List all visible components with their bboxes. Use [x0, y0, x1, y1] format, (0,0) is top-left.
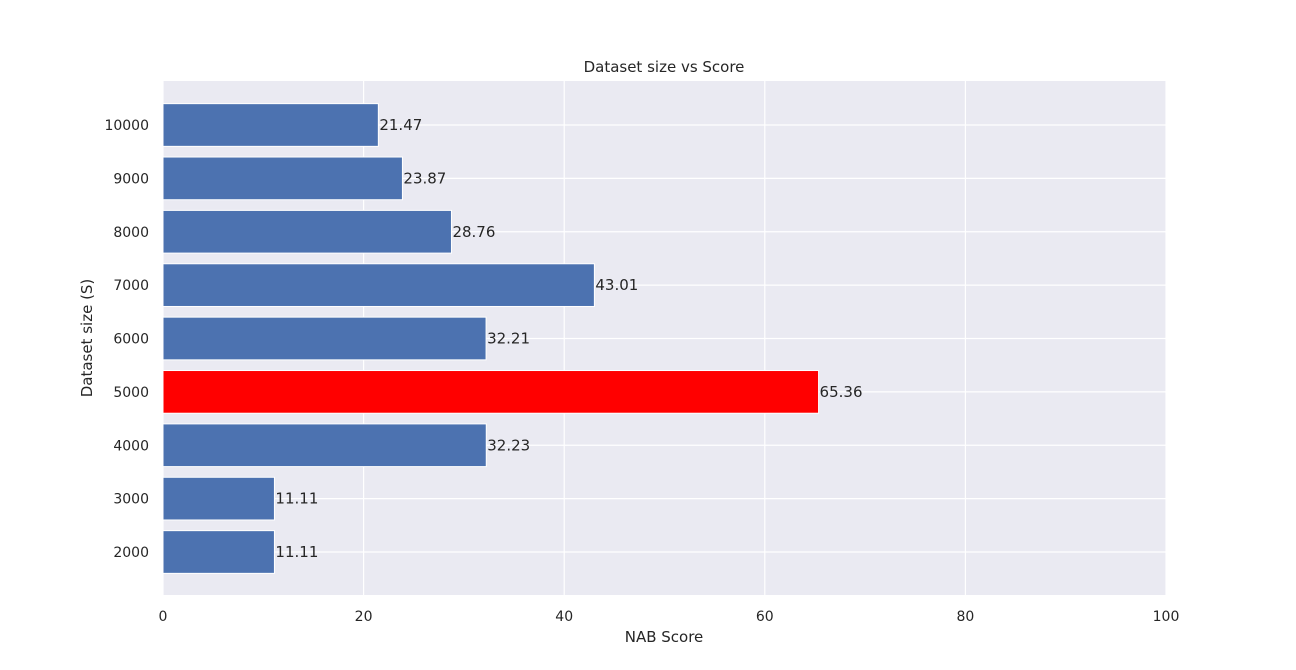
y-tick-label-5000: 5000: [113, 385, 149, 401]
x-axis-label: NAB Score: [625, 628, 704, 646]
data-label-2000: 11.11: [275, 543, 318, 561]
data-label-8000: 28.76: [452, 223, 495, 241]
y-axis-label: Dataset size (S): [78, 279, 96, 398]
bar-5000: [162, 370, 820, 414]
y-tick-label-4000: 4000: [113, 438, 149, 454]
data-label-10000: 21.47: [379, 116, 422, 134]
x-tick-labels: 0 20 40 60 80 100: [159, 609, 1180, 625]
x-tick-label: 60: [756, 609, 774, 625]
y-tick-label-6000: 6000: [113, 332, 149, 348]
bar-10000: [162, 103, 379, 147]
data-label-4000: 32.23: [487, 436, 530, 454]
y-tick-label-9000: 9000: [113, 171, 149, 187]
data-label-9000: 23.87: [403, 169, 446, 187]
bar-6000: [162, 316, 487, 361]
y-tick-label-7000: 7000: [113, 278, 149, 294]
data-label-7000: 43.01: [595, 276, 638, 294]
data-label-6000: 32.21: [487, 330, 530, 348]
y-tick-label-2000: 2000: [113, 545, 149, 561]
bars: [162, 103, 820, 574]
y-tick-label-10000: 10000: [104, 118, 149, 134]
y-tick-label-3000: 3000: [113, 492, 149, 508]
bar-3000: [162, 476, 275, 521]
x-tick-label: 0: [159, 609, 168, 625]
x-tick-label: 80: [956, 609, 974, 625]
data-labels: 11.11 11.11 32.23 65.36 32.21 43.01 28.76 23.87…: [275, 116, 862, 561]
y-tick-label-8000: 8000: [113, 225, 149, 241]
y-tick-labels: 2000 3000 4000 5000 6000 7000 8000 9000 10000: [104, 118, 149, 561]
data-label-3000: 11.11: [275, 490, 318, 508]
chart-title: Dataset size vs Score: [584, 58, 745, 76]
x-tick-label: 40: [555, 609, 573, 625]
bar-8000: [162, 209, 452, 254]
x-tick-label: 100: [1153, 609, 1180, 625]
bar-4000: [162, 423, 487, 468]
data-label-5000: 65.36: [820, 383, 863, 401]
bar-9000: [162, 156, 403, 201]
bar-7000: [162, 263, 595, 307]
x-tick-label: 20: [355, 609, 373, 625]
bar-2000: [162, 530, 275, 574]
